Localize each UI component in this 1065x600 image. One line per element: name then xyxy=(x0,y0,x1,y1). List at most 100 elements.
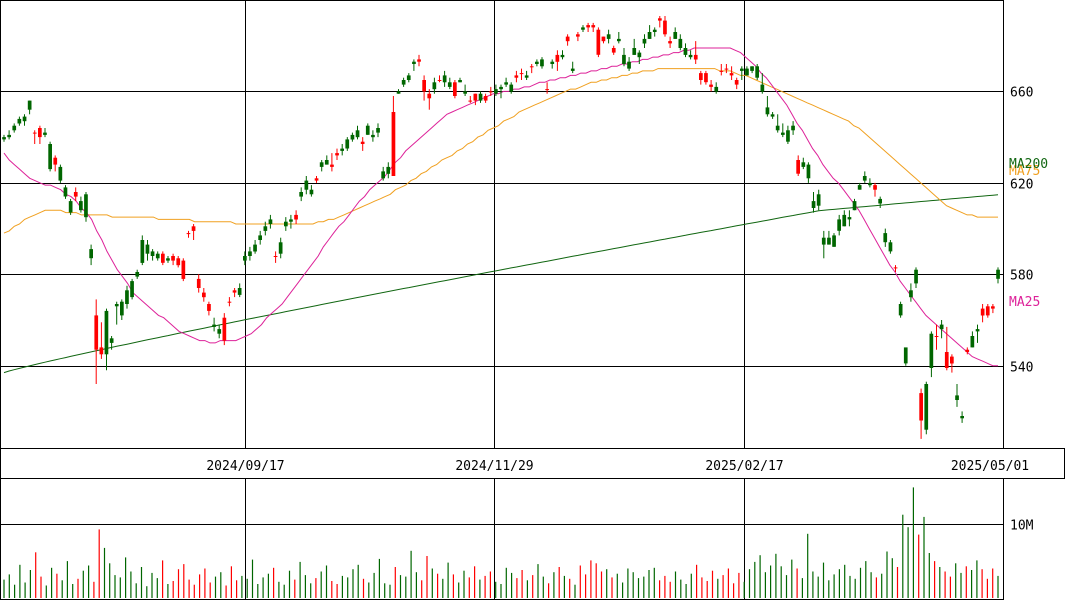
candle xyxy=(135,269,140,279)
candle xyxy=(494,84,498,96)
candle xyxy=(745,66,749,76)
candle xyxy=(550,59,555,69)
candle xyxy=(565,34,570,46)
candle xyxy=(335,148,339,160)
candle xyxy=(883,228,888,247)
candle xyxy=(857,182,862,190)
candle xyxy=(811,192,816,213)
candle xyxy=(960,411,964,423)
candle xyxy=(278,237,283,259)
candle xyxy=(540,57,544,69)
candle xyxy=(842,210,847,227)
candle xyxy=(919,388,923,439)
volume-grid xyxy=(0,479,1003,600)
candle xyxy=(914,267,918,288)
candle xyxy=(719,64,724,76)
candle xyxy=(724,64,729,74)
candle xyxy=(847,210,852,227)
candle xyxy=(207,301,211,316)
candle xyxy=(330,153,334,172)
candle xyxy=(166,256,170,263)
candle xyxy=(253,240,257,254)
candle xyxy=(202,288,206,302)
candle xyxy=(673,27,678,39)
candle xyxy=(63,185,68,199)
candle xyxy=(683,43,688,58)
candle xyxy=(263,221,268,236)
candle xyxy=(801,157,806,170)
candle xyxy=(186,230,191,238)
candle xyxy=(309,185,314,197)
candle xyxy=(12,123,17,133)
candle xyxy=(196,274,201,293)
candle xyxy=(232,288,237,298)
candle xyxy=(155,251,160,261)
candle xyxy=(324,155,329,165)
candle xyxy=(524,70,529,80)
candle xyxy=(837,214,841,236)
candle xyxy=(304,176,309,195)
candle xyxy=(483,93,488,103)
candle xyxy=(852,198,857,211)
candle xyxy=(319,160,324,172)
candle xyxy=(893,265,898,272)
candle xyxy=(32,130,37,144)
candle xyxy=(596,27,601,58)
candle xyxy=(299,187,303,202)
candle xyxy=(417,54,421,67)
candle xyxy=(284,217,288,231)
candle xyxy=(458,77,462,83)
candle xyxy=(58,164,63,183)
candle xyxy=(816,189,821,211)
candle xyxy=(442,70,447,87)
date-tick-label: 2024/09/17 xyxy=(206,459,284,474)
candle xyxy=(453,80,457,99)
candle xyxy=(535,59,539,67)
candle xyxy=(924,381,929,435)
candle xyxy=(642,34,647,48)
candle xyxy=(868,178,872,188)
candle xyxy=(980,304,985,323)
candle xyxy=(606,29,611,44)
candle xyxy=(191,224,196,240)
price-tick-label: 620 xyxy=(1010,178,1033,193)
price-tick-label: 540 xyxy=(1010,361,1033,376)
candle xyxy=(386,162,391,179)
candle xyxy=(985,304,990,318)
candle xyxy=(104,308,109,371)
candle xyxy=(714,82,719,94)
candle xyxy=(268,214,273,229)
candle xyxy=(693,41,698,64)
candle xyxy=(437,75,442,83)
volume-bars xyxy=(3,487,999,598)
candle xyxy=(145,240,150,261)
candle xyxy=(181,258,186,282)
candle xyxy=(806,162,811,183)
candle xyxy=(832,233,836,247)
candle xyxy=(611,45,616,55)
candle xyxy=(360,137,365,151)
candle xyxy=(273,251,278,263)
candle xyxy=(289,214,293,229)
volume-axis-labels: 10M xyxy=(1010,519,1034,534)
candle xyxy=(114,301,119,325)
candle xyxy=(43,128,47,138)
candle xyxy=(17,116,22,126)
candle xyxy=(99,322,104,359)
candle xyxy=(432,77,437,94)
date-axis-labels: 2024/09/17 2024/11/29 2025/02/17 2025/05/01 xyxy=(206,459,1029,474)
candle xyxy=(488,86,493,96)
volume-panel: 10M xyxy=(0,478,1034,600)
candle xyxy=(678,34,683,51)
candle xyxy=(509,82,514,94)
candle xyxy=(89,244,93,266)
candle xyxy=(970,331,975,348)
candle xyxy=(22,114,27,126)
candle xyxy=(647,25,652,39)
volume-panel-frame xyxy=(0,478,1004,600)
price-tick-label: 580 xyxy=(1010,269,1033,284)
candle xyxy=(473,93,478,106)
volume-tick-label: 10M xyxy=(1010,519,1034,534)
candle xyxy=(427,89,432,110)
candle xyxy=(975,324,980,343)
